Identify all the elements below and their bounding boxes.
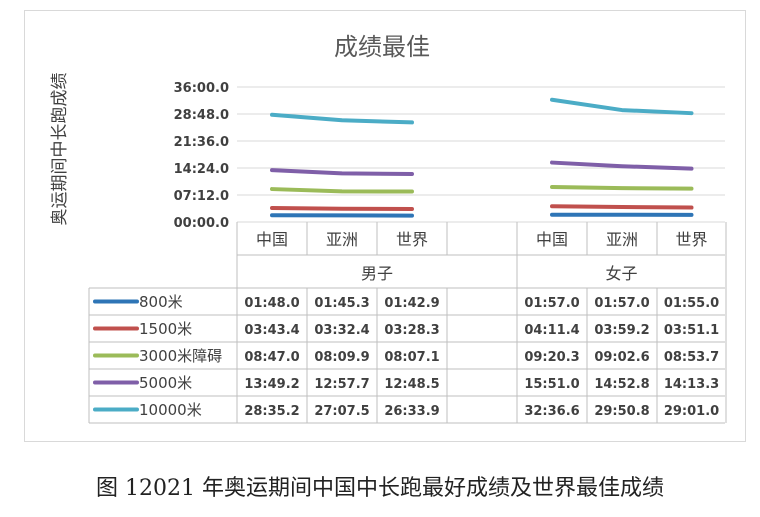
table-cell-value: 01:48.0 <box>244 296 299 311</box>
chart-frame: 成绩最佳 奥运期间中长跑成绩 00:00.0 07:12.0 14:24.0 21:3… <box>24 10 746 442</box>
y-tick-label: 14:24.0 <box>174 162 229 177</box>
x-category-label: 中国 <box>256 230 288 249</box>
legend-label: 10000米 <box>139 401 202 419</box>
table-cell-value: 03:59.2 <box>594 323 649 338</box>
table-cell-value: 01:45.3 <box>314 296 369 311</box>
x-group-label: 女子 <box>605 264 637 283</box>
series-line <box>270 112 414 125</box>
table-cell-value: 27:07.5 <box>314 404 369 419</box>
table-cell-value: 09:20.3 <box>524 350 579 365</box>
table-cell-value: 01:57.0 <box>594 296 649 311</box>
y-tick-label: 36:00.0 <box>174 81 229 96</box>
x-category-label: 世界 <box>675 230 707 249</box>
legend-label: 5000米 <box>139 374 192 392</box>
table-cell-value: 12:48.5 <box>384 377 439 392</box>
y-axis-ticks: 00:00.0 07:12.0 14:24.0 21:36.0 28:48.0 36:00… <box>174 81 229 231</box>
y-tick-label: 21:36.0 <box>174 135 229 150</box>
table-cell-value: 08:09.9 <box>314 350 369 365</box>
table-cell-value: 15:51.0 <box>524 377 579 392</box>
y-tick-label: 00:00.0 <box>174 216 229 231</box>
table-cell-value: 13:49.2 <box>244 377 299 392</box>
table-cell-value: 03:51.1 <box>664 323 719 338</box>
legend-label: 3000米障碍 <box>139 347 222 365</box>
legend-label: 1500米 <box>139 320 192 338</box>
table-cell-value: 08:07.1 <box>384 350 439 365</box>
y-axis-label: 奥运期间中长跑成绩 <box>50 73 70 226</box>
series-line <box>270 187 414 194</box>
table-cell-value: 04:11.4 <box>524 323 579 338</box>
table-cell-value: 09:02.6 <box>594 350 649 365</box>
table-cell-value: 03:43.4 <box>244 323 299 338</box>
series-lines <box>270 97 694 218</box>
series-line <box>270 168 414 176</box>
table-cell-value: 14:52.8 <box>594 377 649 392</box>
table-cell-value: 29:01.0 <box>664 404 719 419</box>
series-line <box>550 204 694 210</box>
x-category-label: 亚洲 <box>606 230 638 249</box>
chart-title: 成绩最佳 <box>334 33 430 61</box>
table-cell-value: 03:28.3 <box>384 323 439 338</box>
table-cell-value: 28:35.2 <box>244 404 299 419</box>
chart-svg: 成绩最佳 奥运期间中长跑成绩 00:00.0 07:12.0 14:24.0 21:3… <box>50 33 727 424</box>
x-category-label: 亚洲 <box>326 230 358 249</box>
series-line <box>270 206 414 211</box>
series-line <box>550 97 694 116</box>
table-cell-value: 32:36.6 <box>524 404 579 419</box>
table-cell-value: 01:55.0 <box>664 296 719 311</box>
x-category-label: 世界 <box>396 230 428 249</box>
series-line <box>550 160 694 171</box>
table-cell-value: 29:50.8 <box>594 404 649 419</box>
figure-caption: 图 12021 年奥运期间中国中长跑最好成绩及世界最佳成绩 <box>96 476 664 501</box>
table-cell-value: 14:13.3 <box>664 377 719 392</box>
x-group-label: 男子 <box>361 264 393 283</box>
y-tick-label: 28:48.0 <box>174 108 229 123</box>
table-cell-value: 12:57.7 <box>314 377 369 392</box>
table-cell-value: 08:53.7 <box>664 350 719 365</box>
table-cell-value: 26:33.9 <box>384 404 439 419</box>
legend-label: 800米 <box>139 293 183 311</box>
table-cell-value: 03:32.4 <box>314 323 369 338</box>
series-line <box>550 184 694 191</box>
y-tick-label: 07:12.0 <box>174 189 229 204</box>
table-cell-value: 08:47.0 <box>244 350 299 365</box>
x-category-label: 中国 <box>536 230 568 249</box>
gridlines <box>237 86 725 223</box>
table-cell-value: 01:42.9 <box>384 296 439 311</box>
table-cell-value: 01:57.0 <box>524 296 579 311</box>
